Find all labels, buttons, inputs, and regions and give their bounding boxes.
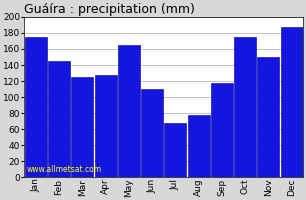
Bar <box>234 37 256 177</box>
Bar <box>48 61 70 177</box>
Bar <box>257 57 279 177</box>
Bar <box>71 77 93 177</box>
Bar <box>118 45 140 177</box>
Bar <box>281 27 303 177</box>
Bar <box>141 89 163 177</box>
Bar <box>95 75 117 177</box>
Text: Guáíra : precipitation (mm): Guáíra : precipitation (mm) <box>24 3 195 16</box>
Text: www.allmetsat.com: www.allmetsat.com <box>27 165 102 174</box>
Bar <box>164 123 186 177</box>
Bar <box>25 37 47 177</box>
Bar <box>188 115 210 177</box>
Bar <box>211 83 233 177</box>
